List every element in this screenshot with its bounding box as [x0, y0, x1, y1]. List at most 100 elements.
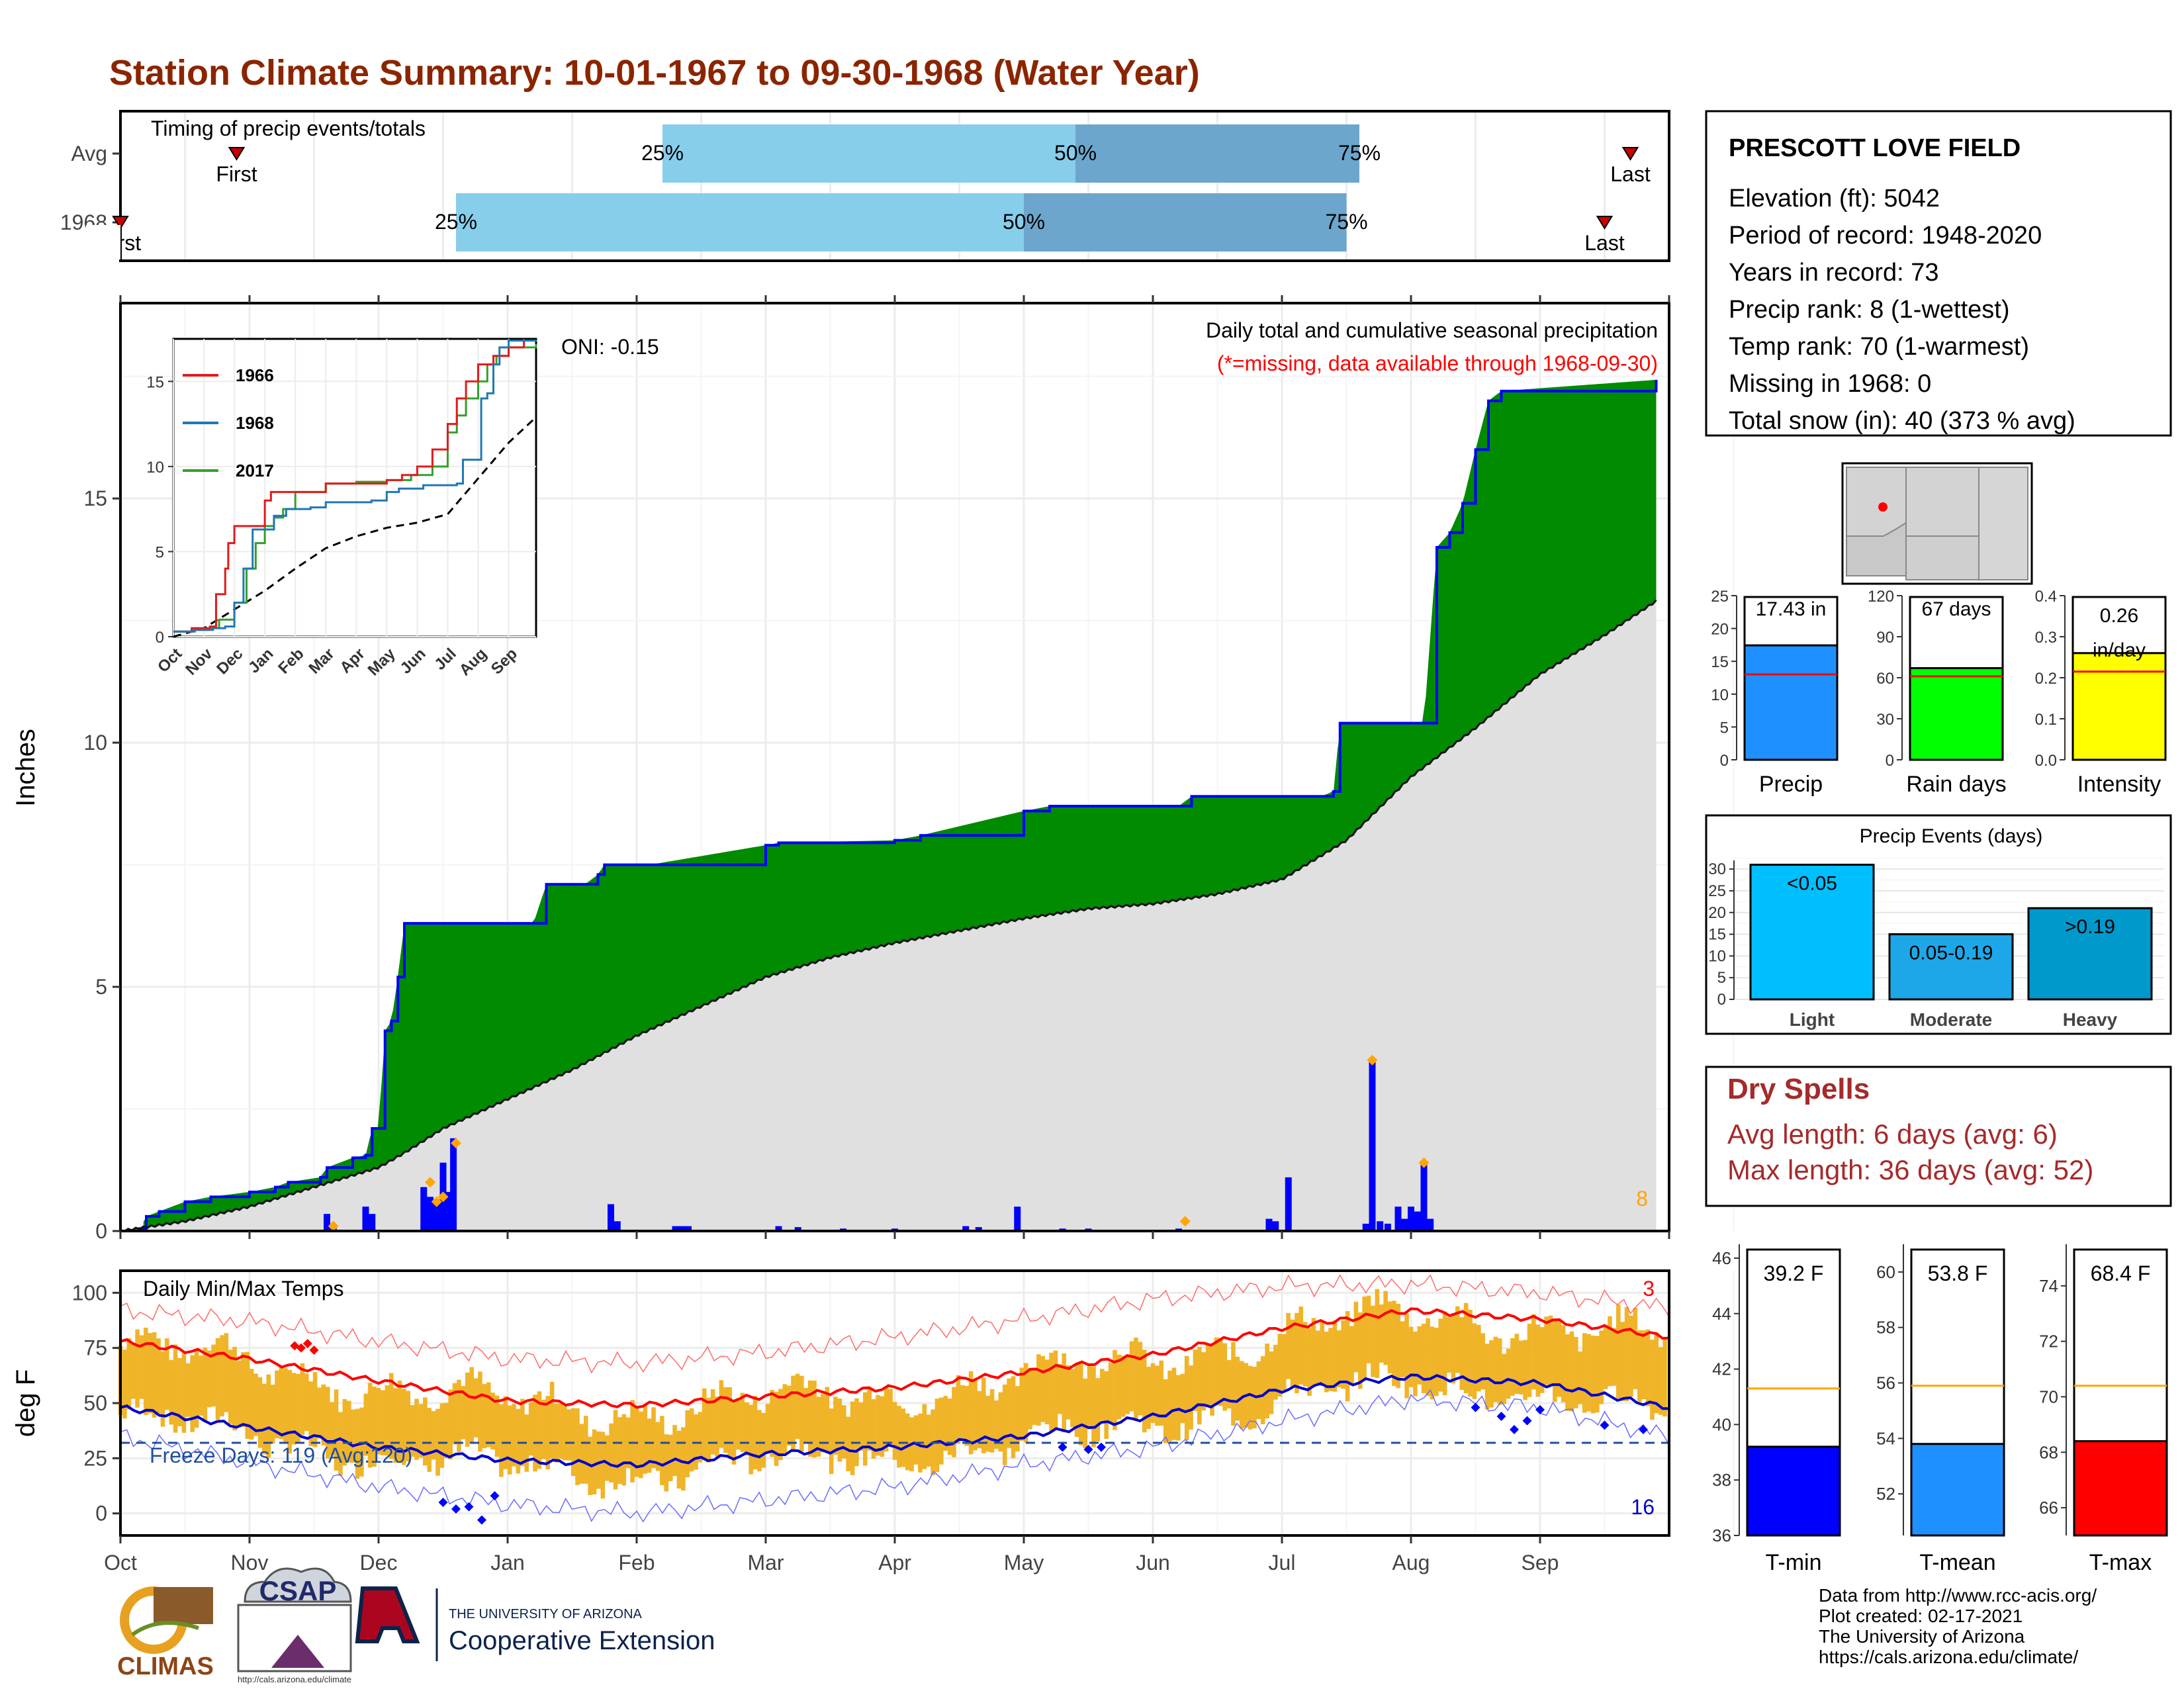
daily-temp-bar — [876, 1395, 880, 1456]
daily-temp-bar — [901, 1408, 906, 1467]
daily-temp-bar — [744, 1402, 749, 1456]
daily-temp-bar — [689, 1408, 694, 1472]
daily-temp-bar — [956, 1375, 961, 1444]
daily-temp-bar — [1413, 1331, 1418, 1396]
daily-temp-bar — [512, 1404, 516, 1467]
daily-temp-bar — [122, 1349, 127, 1419]
daily-temp-bar — [1159, 1360, 1164, 1426]
daily-temp-bar — [1002, 1384, 1007, 1465]
daily-temp-bar — [308, 1381, 314, 1446]
daily-precip-bar — [1384, 1223, 1391, 1231]
daily-temp-bar — [435, 1408, 440, 1476]
daily-temp-bar — [862, 1392, 868, 1466]
record-low-marker — [438, 1498, 448, 1507]
daily-temp-bar — [639, 1411, 643, 1479]
precip-y-tick: 5 — [95, 975, 107, 999]
daily-temp-bar — [1091, 1366, 1096, 1447]
daily-temp-bar — [592, 1429, 597, 1494]
daily-temp-bar — [829, 1408, 834, 1475]
temp-value-bar — [1746, 1445, 1841, 1537]
temp-y-tick: 25 — [83, 1446, 107, 1470]
daily-temp-bar — [363, 1393, 369, 1456]
temp-bar-tick: 58 — [1876, 1318, 1895, 1338]
daily-temp-bar — [1438, 1318, 1443, 1392]
temp-bar-tick: 70 — [2039, 1387, 2058, 1406]
daily-precip-bar — [1401, 1218, 1408, 1231]
daily-temp-bar — [1468, 1310, 1473, 1397]
daily-temp-bar — [494, 1395, 500, 1457]
csap-logo: CSAP http://cals.arizona.edu/climate — [237, 1567, 352, 1684]
daily-temp-bar — [317, 1387, 322, 1439]
daily-temp-bar — [1197, 1346, 1202, 1425]
daily-temp-bar — [1612, 1328, 1617, 1386]
inset-y-tick: 0 — [156, 629, 164, 647]
daily-temp-bar — [287, 1369, 293, 1454]
daily-temp-bar — [1260, 1356, 1265, 1425]
daily-temp-bar — [1074, 1363, 1079, 1437]
daily-temp-bar — [461, 1386, 466, 1440]
daily-temp-bar — [770, 1390, 774, 1457]
daily-temp-bar — [199, 1355, 203, 1416]
month-label: Nov — [231, 1551, 269, 1575]
daily-precip-bar — [446, 1191, 453, 1231]
temp-y-tick: 75 — [83, 1336, 107, 1360]
daily-temp-bar — [934, 1398, 940, 1473]
daily-temp-bar — [152, 1332, 157, 1418]
daily-temp-bar — [1176, 1375, 1181, 1441]
daily-temp-bar — [334, 1389, 339, 1471]
daily-temp-bar — [1442, 1311, 1447, 1396]
daily-temp-bar — [452, 1383, 457, 1445]
daily-precip-bar — [1394, 1207, 1402, 1231]
daily-temp-bar — [194, 1350, 199, 1428]
daily-temp-bar — [634, 1406, 639, 1477]
temp-bar-tick: 60 — [1876, 1262, 1895, 1282]
precip-panel: Daily total and cumulative seasonal prec… — [11, 295, 1735, 1243]
daily-temp-bar — [867, 1387, 872, 1451]
daily-temp-bar — [1163, 1379, 1168, 1443]
daily-temp-bar — [1514, 1334, 1520, 1394]
daily-temp-bar — [1108, 1362, 1113, 1424]
daily-temp-bar — [1569, 1331, 1574, 1412]
daily-temp-bar — [490, 1393, 495, 1449]
daily-temp-bar — [241, 1352, 246, 1428]
daily-temp-bar — [786, 1385, 792, 1446]
events-bar-label: Heavy — [2063, 1009, 2118, 1030]
daily-temp-bar — [342, 1398, 347, 1466]
daily-temp-bar — [943, 1396, 948, 1451]
daily-temp-bar — [1273, 1344, 1278, 1400]
daily-temp-bar — [795, 1373, 800, 1440]
temperature-bar-charts: 36 38 40 42 44 46 39.2 F T-min 52 54 56 58 60 53.8 F T… — [1712, 1244, 2168, 1575]
daily-temp-bar — [185, 1363, 191, 1417]
month-label: Mar — [747, 1551, 784, 1575]
daily-precip-bar — [614, 1221, 621, 1231]
daily-temp-bar — [457, 1379, 461, 1452]
daily-precip-bar — [775, 1226, 782, 1231]
record-max-line — [120, 1274, 1670, 1374]
month-label: Oct — [104, 1551, 137, 1575]
daily-temp-bar — [338, 1412, 343, 1477]
daily-temp-bar — [939, 1397, 944, 1465]
daily-temp-bar — [613, 1410, 618, 1490]
daily-temp-bar — [913, 1415, 919, 1465]
daily-temp-bar — [165, 1338, 169, 1410]
daily-temp-bar — [1506, 1348, 1511, 1399]
daily-temp-bar — [710, 1389, 715, 1455]
daily-precip-bar — [685, 1226, 692, 1231]
daily-temp-bar — [388, 1373, 394, 1459]
station-info-line: Total snow (in): 40 (373 % avg) — [1729, 407, 2075, 435]
daily-temp-bar — [1011, 1376, 1016, 1459]
summary-value-bar — [2071, 652, 2167, 761]
daily-precip-bar — [1414, 1211, 1421, 1231]
events-tick: 20 — [1708, 904, 1726, 922]
daily-temp-bar — [583, 1416, 588, 1484]
last-event-marker — [1596, 216, 1614, 230]
daily-temp-bar — [1565, 1334, 1570, 1411]
daily-temp-bar — [381, 1390, 385, 1455]
summary-bar-label: Precip — [1759, 772, 1823, 797]
normal-cumulative-line — [120, 599, 1657, 1233]
daily-temp-bar — [406, 1391, 411, 1461]
daily-temp-bar — [947, 1398, 952, 1455]
inset-series-1966 — [173, 339, 525, 633]
daily-temp-bar — [926, 1414, 931, 1467]
daily-temp-bar — [1226, 1360, 1232, 1409]
